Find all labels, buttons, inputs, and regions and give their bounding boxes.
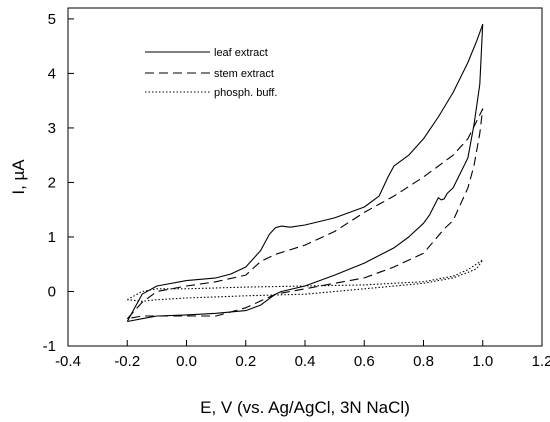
y-tick-label: 3	[48, 120, 56, 137]
legend-label-leaf-extract: leaf extract	[214, 47, 268, 59]
series-line-leaf-extract	[126, 23, 484, 323]
legend: leaf extract stem extract phosph. buff.	[145, 47, 277, 99]
x-tick-label: 1.0	[472, 353, 493, 370]
series-layer	[126, 23, 484, 323]
y-tick-label: 4	[48, 65, 56, 82]
x-tick-label: 0.2	[235, 353, 256, 370]
y-tick-label: 2	[48, 174, 56, 191]
x-axis: -0.4 -0.2 0.0 0.2 0.4 0.6 0.8 1.0 1.2	[55, 340, 550, 370]
series-line-phosph-buff	[127, 259, 484, 302]
y-axis: -1 0 1 2 3 4 5	[43, 11, 74, 355]
x-tick-label: 1.2	[532, 353, 550, 370]
y-tick-label: 1	[48, 229, 56, 246]
y-axis-label: I, µA	[9, 159, 28, 195]
y-tick-label: 0	[48, 283, 56, 300]
x-tick-label: 0.4	[295, 353, 316, 370]
x-tick-label: -0.4	[55, 353, 81, 370]
x-tick-label: -0.2	[114, 353, 140, 370]
x-tick-label: 0.8	[413, 353, 434, 370]
y-tick-label: 5	[48, 11, 56, 28]
x-tick-label: 0.6	[354, 353, 375, 370]
legend-label-stem-extract: stem extract	[214, 68, 274, 80]
x-axis-label: E, V (vs. Ag/AgCl, 3N NaCl)	[200, 398, 410, 417]
legend-label-phosph-buff: phosph. buff.	[214, 87, 277, 99]
x-tick-label: 0.0	[176, 353, 197, 370]
y-tick-label: -1	[43, 338, 56, 355]
series-line-stem-extract	[126, 108, 484, 320]
